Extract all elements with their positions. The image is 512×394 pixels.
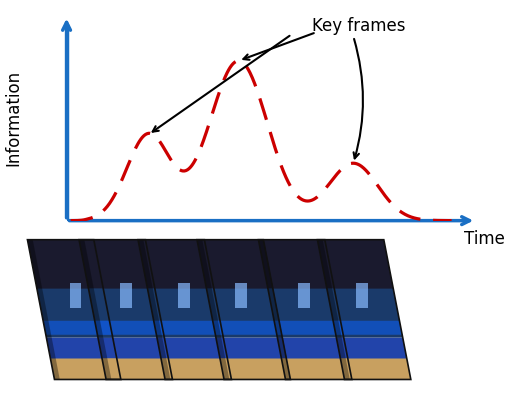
- Polygon shape: [340, 359, 411, 379]
- Polygon shape: [157, 338, 231, 379]
- Polygon shape: [259, 240, 339, 316]
- Polygon shape: [333, 321, 402, 335]
- Polygon shape: [327, 289, 403, 338]
- Polygon shape: [138, 240, 170, 379]
- Polygon shape: [79, 240, 160, 316]
- Polygon shape: [28, 240, 60, 379]
- Polygon shape: [278, 338, 352, 379]
- Polygon shape: [138, 240, 219, 316]
- Polygon shape: [50, 359, 121, 379]
- Polygon shape: [43, 321, 112, 335]
- Polygon shape: [178, 283, 190, 308]
- Polygon shape: [120, 283, 132, 308]
- Polygon shape: [102, 359, 173, 379]
- Text: Information: Information: [4, 70, 23, 166]
- Polygon shape: [317, 240, 350, 379]
- Polygon shape: [220, 359, 290, 379]
- Polygon shape: [317, 240, 399, 316]
- Polygon shape: [236, 283, 247, 308]
- Polygon shape: [197, 240, 278, 316]
- Polygon shape: [95, 321, 164, 335]
- Polygon shape: [37, 289, 113, 338]
- Polygon shape: [98, 338, 173, 379]
- Polygon shape: [336, 338, 411, 379]
- Polygon shape: [70, 283, 81, 308]
- Text: Key frames: Key frames: [312, 17, 406, 35]
- Polygon shape: [154, 321, 223, 335]
- Polygon shape: [356, 283, 368, 308]
- Polygon shape: [282, 359, 352, 379]
- Polygon shape: [216, 338, 290, 379]
- Polygon shape: [79, 240, 112, 379]
- Polygon shape: [197, 240, 229, 379]
- Polygon shape: [28, 240, 109, 316]
- Polygon shape: [212, 321, 282, 335]
- Polygon shape: [298, 283, 310, 308]
- Polygon shape: [206, 289, 282, 338]
- Polygon shape: [47, 338, 121, 379]
- Polygon shape: [259, 240, 291, 379]
- Polygon shape: [161, 359, 231, 379]
- Polygon shape: [274, 321, 343, 335]
- Polygon shape: [268, 289, 344, 338]
- Polygon shape: [147, 289, 223, 338]
- Text: Time: Time: [464, 230, 505, 248]
- Polygon shape: [89, 289, 164, 338]
